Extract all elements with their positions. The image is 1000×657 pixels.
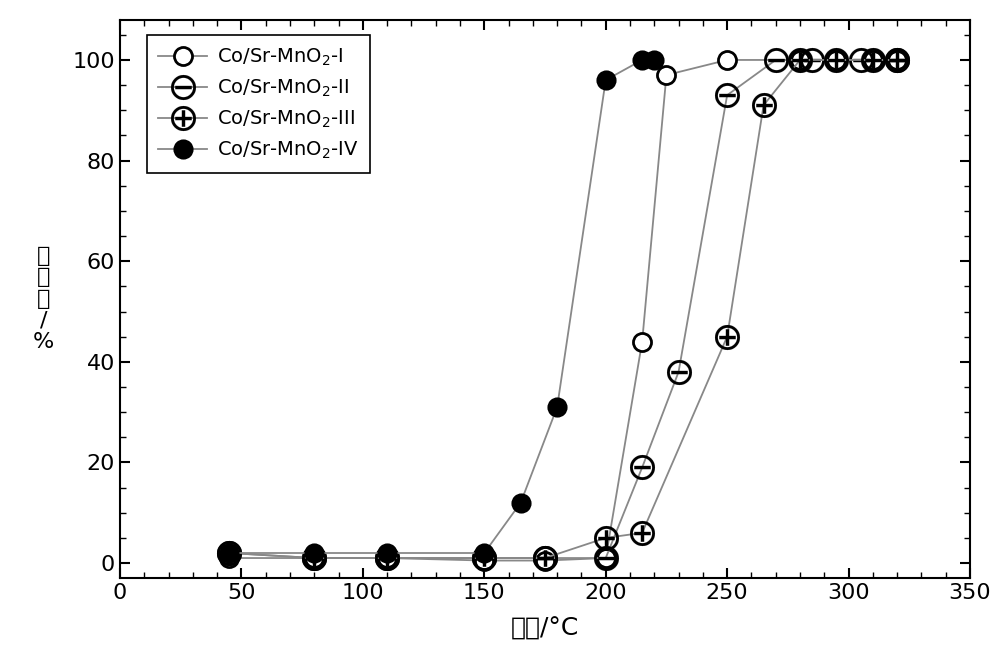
Co/Sr-MnO$_2$-IV [600,76,612,84]
Co/Sr-MnO$_2$-I [600,554,612,562]
Co/Sr-MnO$_2$-III [478,554,490,562]
Co/Sr-MnO$_2$-III [758,101,770,109]
Co/Sr-MnO$_2$-I [381,554,393,562]
Co/Sr-MnO$_2$-I [660,71,672,79]
Co/Sr-MnO$_2$-III [308,554,320,562]
Co/Sr-MnO$_2$-II [891,56,903,64]
Co/Sr-MnO$_2$-III [539,554,551,562]
Co/Sr-MnO$_2$-III [867,56,879,64]
Co/Sr-MnO$_2$-III [794,56,806,64]
Co/Sr-MnO$_2$-II [381,554,393,562]
Line: Co/Sr-MnO$_2$-III: Co/Sr-MnO$_2$-III [217,47,910,570]
Co/Sr-MnO$_2$-IV [648,56,660,64]
Co/Sr-MnO$_2$-II [770,56,782,64]
Co/Sr-MnO$_2$-III [891,56,903,64]
Co/Sr-MnO$_2$-I [308,554,320,562]
X-axis label: 温度/°C: 温度/°C [511,617,579,641]
Co/Sr-MnO$_2$-I [794,56,806,64]
Co/Sr-MnO$_2$-I [867,56,879,64]
Co/Sr-MnO$_2$-IV [308,549,320,557]
Co/Sr-MnO$_2$-IV [223,549,235,557]
Co/Sr-MnO$_2$-I [636,338,648,346]
Co/Sr-MnO$_2$-I [830,56,842,64]
Co/Sr-MnO$_2$-IV [381,549,393,557]
Co/Sr-MnO$_2$-III [830,56,842,64]
Co/Sr-MnO$_2$-II [223,549,235,557]
Co/Sr-MnO$_2$-II [636,464,648,472]
Co/Sr-MnO$_2$-II [539,554,551,562]
Text: 转
化
率
/
%: 转 化 率 / % [33,246,54,352]
Co/Sr-MnO$_2$-I [891,56,903,64]
Co/Sr-MnO$_2$-I [223,554,235,562]
Co/Sr-MnO$_2$-II [600,554,612,562]
Co/Sr-MnO$_2$-I [539,556,551,564]
Co/Sr-MnO$_2$-IV [636,56,648,64]
Co/Sr-MnO$_2$-II [806,56,818,64]
Co/Sr-MnO$_2$-III [223,549,235,557]
Line: Co/Sr-MnO$_2$-IV: Co/Sr-MnO$_2$-IV [220,51,663,562]
Co/Sr-MnO$_2$-II [855,56,867,64]
Co/Sr-MnO$_2$-IV [551,403,563,411]
Co/Sr-MnO$_2$-I [721,56,733,64]
Co/Sr-MnO$_2$-II [478,554,490,562]
Line: Co/Sr-MnO$_2$-I: Co/Sr-MnO$_2$-I [220,51,906,570]
Co/Sr-MnO$_2$-II [721,91,733,99]
Co/Sr-MnO$_2$-III [636,529,648,537]
Co/Sr-MnO$_2$-I [478,556,490,564]
Co/Sr-MnO$_2$-III [381,554,393,562]
Co/Sr-MnO$_2$-IV [515,499,527,507]
Co/Sr-MnO$_2$-II [308,554,320,562]
Co/Sr-MnO$_2$-III [721,332,733,340]
Co/Sr-MnO$_2$-II [673,368,685,376]
Co/Sr-MnO$_2$-IV [478,549,490,557]
Co/Sr-MnO$_2$-III [600,534,612,542]
Line: Co/Sr-MnO$_2$-II: Co/Sr-MnO$_2$-II [217,47,910,570]
Legend: Co/Sr-MnO$_2$-I, Co/Sr-MnO$_2$-II, Co/Sr-MnO$_2$-III, Co/Sr-MnO$_2$-IV: Co/Sr-MnO$_2$-I, Co/Sr-MnO$_2$-II, Co/Sr… [147,35,370,173]
